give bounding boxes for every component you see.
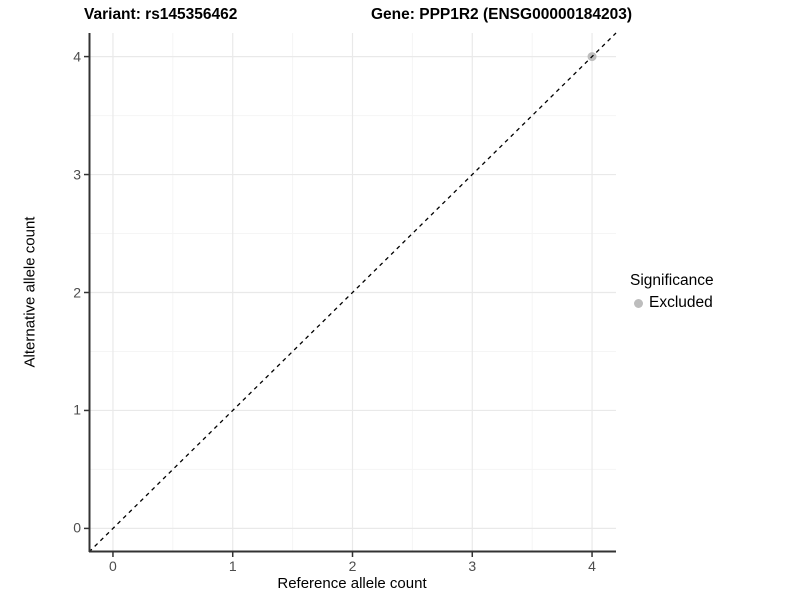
legend-title: Significance	[630, 272, 714, 289]
x-tick-label-3: 3	[468, 558, 477, 574]
x-tick-label-4: 4	[588, 558, 596, 574]
y-axis-title: Alternative allele count	[21, 216, 39, 368]
y-tick-label-2: 2	[73, 284, 81, 300]
plot-panel	[84, 32, 617, 557]
y-tick-label-1: 1	[73, 401, 81, 418]
y-tick-label-0: 0	[73, 519, 81, 536]
legend-key-dot-icon	[634, 298, 643, 308]
legend: Significance Excluded	[630, 272, 714, 312]
identity-dashed-line	[88, 32, 617, 553]
x-tick-label-1: 1	[228, 558, 237, 574]
x-axis-title: Reference allele count	[277, 575, 427, 592]
y-tick-label-4: 4	[73, 48, 81, 65]
plot-title-gene: Gene: PPP1R2 (ENSG00000184203)	[371, 6, 633, 23]
y-tick-label-3: 3	[73, 166, 81, 183]
x-tick-label-0: 0	[109, 558, 117, 574]
x-tick-label-2: 2	[348, 558, 357, 574]
legend-item-label: Excluded	[649, 294, 713, 311]
plot-title-variant: Variant: rs145356462	[84, 6, 238, 23]
legend-item-excluded: Excluded	[630, 294, 714, 312]
